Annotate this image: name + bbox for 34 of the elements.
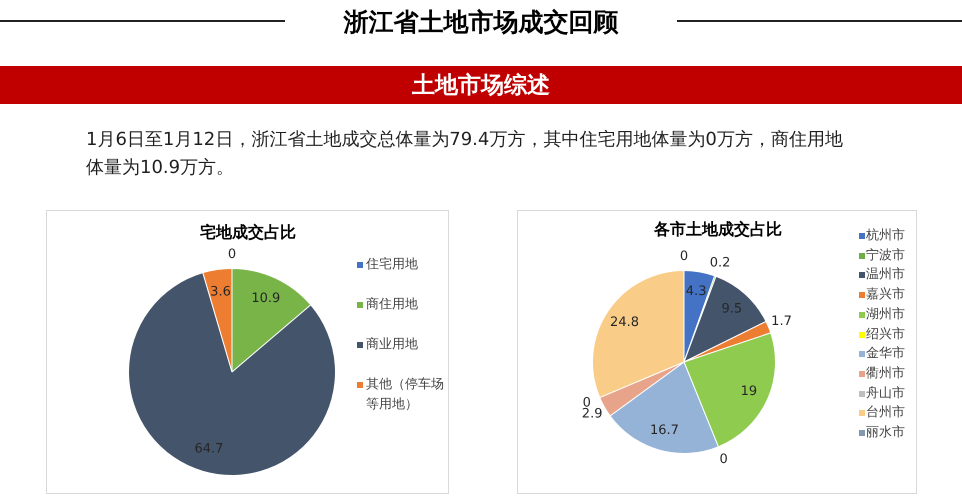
legend-label: 嘉兴市: [866, 286, 906, 304]
chart-title: 各市土地成交占比: [654, 220, 782, 240]
legend-label: 温州市: [866, 266, 906, 284]
text: 0: [720, 452, 728, 468]
data-label: 1.7: [771, 314, 792, 330]
legend-label: 宁波市: [866, 246, 906, 265]
data-label: 10.9: [251, 291, 280, 306]
text: 1月6日至1月12日，浙江省土地成交总体量为79.4万方，其中住宅用地体量为0万方，商住用地体量为10.9万方。: [86, 128, 844, 180]
legend-label: 商住用地: [366, 296, 419, 314]
legend-label: 舟山市: [866, 384, 906, 403]
legend-label: 丽水市: [866, 424, 906, 442]
text: 浙江省土地市场成交回顾: [344, 6, 618, 38]
legend-label: 台州市: [866, 404, 906, 422]
legend-label: 金华市: [866, 345, 906, 364]
legend-label: 衢州市: [866, 364, 906, 383]
legend-label: 绍兴市: [866, 326, 906, 344]
chart-title: 宅地成交占比: [200, 222, 296, 244]
data-label: 9.5: [722, 301, 742, 316]
legend-label: 住宅用地: [366, 256, 419, 274]
legend-label: 湖州市: [866, 306, 906, 324]
data-label: 64.7: [194, 442, 224, 457]
data-label: 19: [740, 384, 758, 400]
data-label: 24.8: [610, 314, 640, 330]
legend-label: 杭州市: [866, 227, 906, 245]
data-label: 0.2: [710, 255, 730, 270]
legend-label: 其他（停车场等用地）: [366, 376, 445, 414]
text: 土地市场综述: [412, 72, 550, 100]
data-label: 3.6: [210, 284, 231, 300]
text: 0: [680, 248, 688, 264]
data-label: 2.9: [582, 406, 602, 422]
text: 0: [228, 246, 236, 262]
legend-label: 商业用地: [366, 336, 419, 354]
data-label: 16.7: [650, 423, 679, 438]
data-label: 4.3: [686, 284, 706, 300]
